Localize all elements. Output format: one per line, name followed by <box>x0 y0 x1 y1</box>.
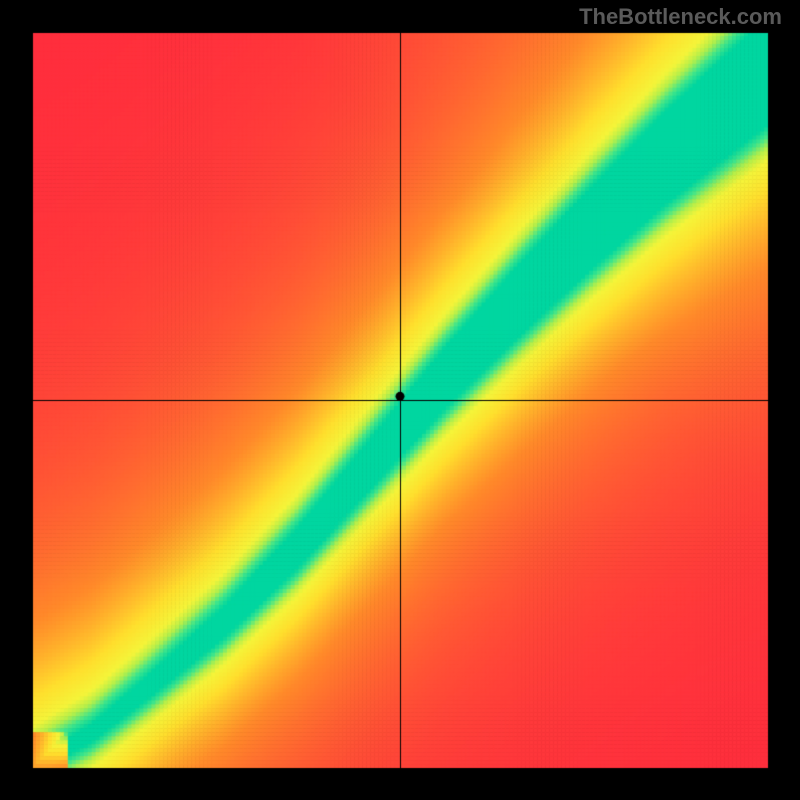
bottleneck-heatmap <box>0 0 800 800</box>
watermark-text: TheBottleneck.com <box>579 4 782 30</box>
